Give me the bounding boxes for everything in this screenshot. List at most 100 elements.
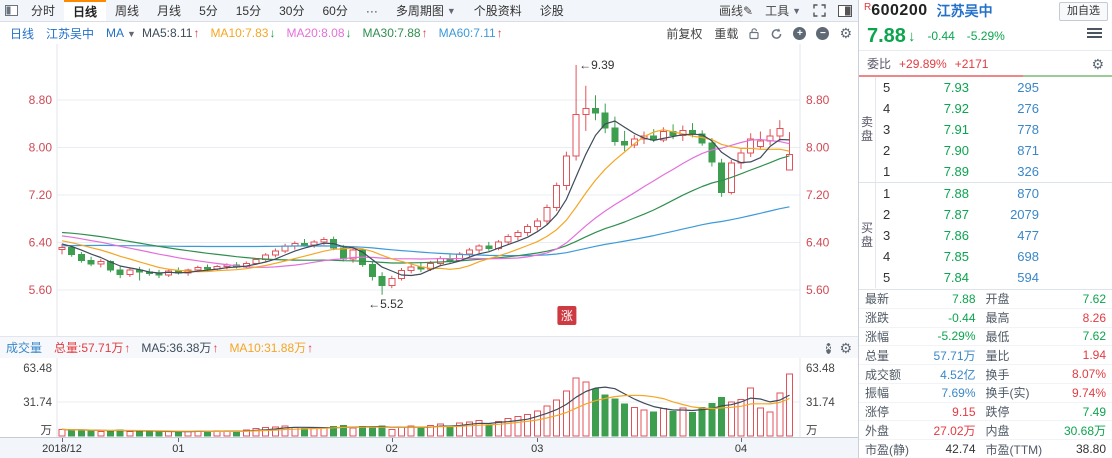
- last-price: 7.88: [867, 24, 906, 47]
- chart-legend-row: 日线 江苏吴中 MA ▼ MA5:8.11↑ MA10:7.83↓ MA20:8.08…: [0, 22, 858, 44]
- stat-label: 最高: [985, 311, 1010, 326]
- sell-row[interactable]: 2 7.90 871: [876, 140, 1112, 161]
- svg-text:8.00: 8.00: [806, 141, 830, 155]
- layout-toggle-icon[interactable]: [838, 4, 852, 17]
- main-chart-svg: 8.80 8.80 8.00 8.00 7.20 7.20 6.40 6.40 5.60 5.60…: [29, 44, 830, 336]
- tab-weekly[interactable]: 周线: [106, 0, 148, 21]
- buy-row[interactable]: 5 7.84 594: [876, 267, 1112, 288]
- ma-dropdown[interactable]: MA ▼: [106, 26, 136, 40]
- stat-label: 成交额: [865, 367, 902, 382]
- add-watchlist-button[interactable]: 加自选: [1059, 2, 1108, 21]
- stat-row: 最新 7.88 开盘 7.62: [859, 290, 1112, 309]
- order-book: 卖盘 5 7.93 295 4 7.92 276 3 7.91 778 2 7.90 871 1 7.89…: [859, 77, 1112, 290]
- tab-label: 周线: [115, 4, 140, 18]
- volume-ma-group: [61, 386, 790, 433]
- lock-icon[interactable]: [748, 27, 760, 40]
- stat-value: 9.74%: [1071, 385, 1106, 400]
- split-pane-icon[interactable]: [0, 0, 22, 21]
- stat-row: 外盘 27.02万 内盘 30.68万: [859, 421, 1112, 441]
- buy-row[interactable]: 4 7.85 698: [876, 246, 1112, 267]
- stock-name[interactable]: 江苏吴中: [936, 3, 993, 19]
- tab-min60[interactable]: 60分: [313, 0, 356, 21]
- fullscreen-icon[interactable]: [813, 4, 826, 17]
- gear-icon[interactable]: ⚙: [839, 25, 852, 41]
- svg-text:8.80: 8.80: [29, 93, 53, 107]
- tab-monthly[interactable]: 月线: [148, 0, 190, 21]
- stat-label: 跌停: [985, 405, 1010, 420]
- gear-icon[interactable]: ⚙: [1091, 55, 1104, 72]
- menu-icon[interactable]: [1087, 28, 1102, 30]
- tab-minute[interactable]: 分时: [22, 0, 64, 21]
- svg-text:31.74: 31.74: [806, 397, 835, 409]
- stat-value: 27.02万: [933, 423, 976, 438]
- up-arrow-icon: ↑: [307, 341, 314, 355]
- weibi-ratio-bar: [859, 75, 1112, 77]
- time-tick: [741, 438, 742, 442]
- tab-stock-info[interactable]: 个股资料: [465, 0, 531, 21]
- weibi-row: 委比 +29.89% +2171 ⚙: [859, 51, 1112, 77]
- sell-row[interactable]: 4 7.92 276: [876, 98, 1112, 119]
- stat-label: 外盘: [865, 423, 890, 438]
- svg-text:7.20: 7.20: [29, 188, 53, 202]
- time-tick: [391, 438, 393, 442]
- stat-label: 开盘: [985, 292, 1010, 307]
- zoom-in-icon[interactable]: +: [793, 26, 807, 40]
- zoom-out-icon[interactable]: −: [816, 26, 830, 40]
- stat-label: 换手: [985, 367, 1010, 382]
- refresh-icon[interactable]: [770, 27, 783, 40]
- stat-label: 换手(实): [985, 386, 1030, 401]
- quote-stats: 最新 7.88 开盘 7.62 涨跌 -0.44 最高 8.26 涨幅 -5.29% 最低 7.62 总…: [859, 290, 1112, 458]
- svg-text:5.60: 5.60: [29, 283, 53, 297]
- up-arrow-icon: ↑: [212, 341, 219, 355]
- tab-multi-period[interactable]: 多周期图 ▼: [387, 0, 465, 21]
- stat-value: 8.07%: [1071, 367, 1106, 382]
- volume-legend: 成交量 总量:57.71万↑ MA5:36.38万↑ MA10:31.88万↑: [6, 339, 324, 356]
- ma-legend-item: MA20:8.08↓: [286, 26, 351, 40]
- chart-actions: 前复权 重载 + − ⚙: [654, 25, 852, 42]
- tab-label: 个股资料: [473, 4, 522, 18]
- restore-rights-button[interactable]: 前复权: [666, 26, 703, 41]
- stock-name-label[interactable]: 江苏吴中: [46, 26, 95, 41]
- buy-row[interactable]: 1 7.88 870: [876, 183, 1112, 204]
- tab-label: 15分: [235, 4, 262, 18]
- tools-dropdown[interactable]: 工具 ▼: [765, 2, 801, 19]
- sell-row[interactable]: 5 7.93 295: [876, 77, 1112, 98]
- tab-min15[interactable]: 15分: [227, 0, 270, 21]
- volume-chart[interactable]: 63.48 63.48 31.74 31.74 万 万: [0, 358, 858, 437]
- ma-value: MA30:7.88: [362, 26, 421, 40]
- price-cell: 7.84: [943, 270, 969, 285]
- gear-icon[interactable]: ⚙: [839, 339, 852, 356]
- level-number: 5: [883, 270, 891, 285]
- sell-rows: 5 7.93 295 4 7.92 276 3 7.91 778 2 7.90 871 1 7.89 326: [876, 77, 1112, 182]
- close-icon[interactable]: ×: [825, 343, 832, 354]
- period-label[interactable]: 日线: [10, 26, 35, 41]
- buy-row[interactable]: 3 7.86 477: [876, 225, 1112, 246]
- up-arrow-icon: ↑: [421, 26, 428, 40]
- volume-cell: 295: [1017, 80, 1039, 95]
- sell-row[interactable]: 1 7.89 326: [876, 161, 1112, 182]
- tab-diagnose[interactable]: 诊股: [531, 0, 573, 21]
- buy-side-label: 买盘: [859, 183, 876, 288]
- tab-min5[interactable]: 5分: [190, 0, 227, 21]
- time-tick: [62, 438, 63, 442]
- volume-title[interactable]: 成交量: [6, 341, 43, 355]
- stat-value: -5.29%: [937, 329, 976, 344]
- svg-text:7.20: 7.20: [806, 188, 830, 202]
- stock-code: 600200: [871, 2, 928, 19]
- price-cell: 7.92: [943, 101, 969, 116]
- tab-daily[interactable]: 日线: [64, 0, 107, 21]
- volume-values: 总量:57.71万↑ MA5:36.38万↑ MA10:31.88万↑: [54, 339, 324, 356]
- sell-row[interactable]: 3 7.91 778: [876, 119, 1112, 140]
- low-annotation: ←5.52: [368, 297, 404, 311]
- gridlines-group: 8.80 8.80 8.00 8.00 7.20 7.20 6.40 6.40 5.60 5.60: [29, 44, 830, 336]
- level-number: 1: [883, 186, 891, 201]
- reload-button[interactable]: 重载: [714, 26, 739, 41]
- buy-row[interactable]: 2 7.87 2079: [876, 204, 1112, 225]
- stat-value: 7.62: [1082, 291, 1106, 306]
- tab-more-periods[interactable]: ···: [357, 0, 387, 21]
- tab-min30[interactable]: 30分: [270, 0, 313, 21]
- draw-line-button[interactable]: 画线 ✎: [719, 2, 753, 19]
- stat-row: 市盈(静) 42.74 市盈(TTM) 38.80: [859, 440, 1112, 458]
- candlestick-chart[interactable]: 8.80 8.80 8.00 8.00 7.20 7.20 6.40 6.40 5.60 5.60…: [0, 44, 858, 336]
- up-arrow-icon: ↑: [193, 26, 200, 40]
